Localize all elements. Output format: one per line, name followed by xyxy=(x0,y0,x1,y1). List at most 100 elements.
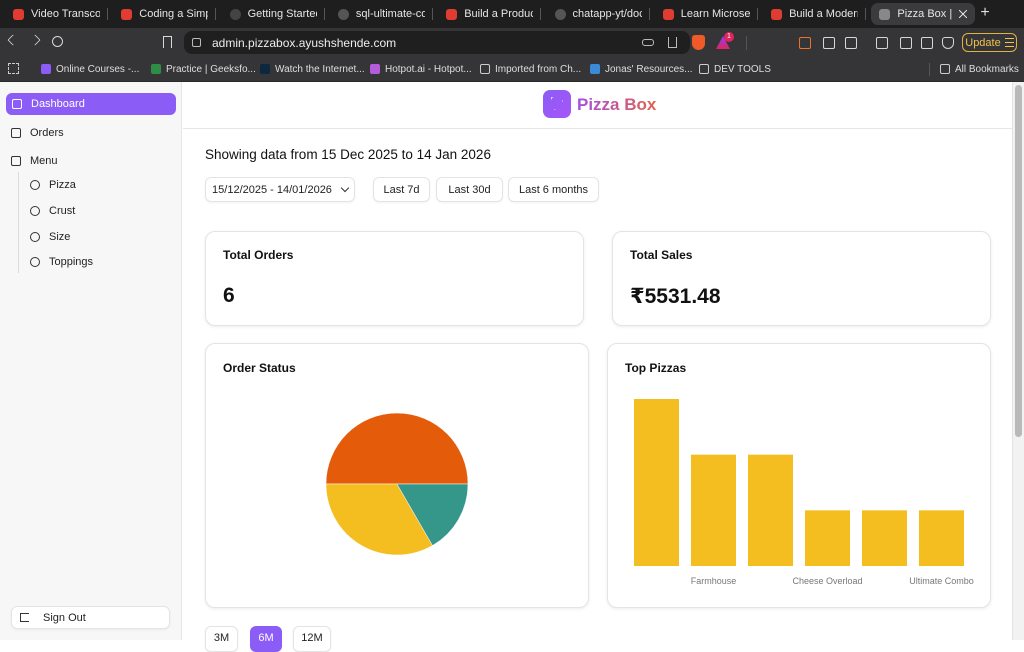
tab-divider xyxy=(540,8,542,20)
tab[interactable]: Getting Started w xyxy=(222,3,325,25)
bookmark[interactable]: DEV TOOLS xyxy=(699,60,771,78)
all-bookmarks[interactable]: All Bookmarks xyxy=(940,60,1019,78)
bookmark-label: DEV TOOLS xyxy=(714,63,771,75)
period-button[interactable]: 12M xyxy=(293,626,331,652)
folder-icon xyxy=(940,64,950,74)
update-button[interactable]: Update xyxy=(962,33,1017,52)
update-label: Update xyxy=(965,36,1001,49)
bookmark[interactable]: Jonas' Resources... xyxy=(590,60,693,78)
tab-icon xyxy=(13,8,24,20)
bookmark[interactable]: Hotpot.ai - Hotpot... xyxy=(370,60,472,78)
bookmark-icon xyxy=(370,64,380,74)
chart xyxy=(325,412,469,556)
sign-out-label: Sign Out xyxy=(43,611,86,624)
submenu-label: Crust xyxy=(49,205,76,217)
pie-slice xyxy=(325,412,469,485)
tab-title: Learn Microservic xyxy=(680,8,750,20)
tab-icon xyxy=(771,8,783,20)
tab[interactable]: Learn Microservic xyxy=(655,3,758,25)
tab-close[interactable] xyxy=(959,10,968,18)
tab-divider xyxy=(215,8,217,20)
tab[interactable]: chatapp-yt/docke xyxy=(547,3,650,25)
leo-ai[interactable] xyxy=(921,37,933,49)
bookmark[interactable]: Imported from Ch... xyxy=(480,60,581,78)
scrollbar-thumb[interactable] xyxy=(1015,85,1022,437)
tab-icon xyxy=(879,8,891,20)
preset-button[interactable]: Last 6 months xyxy=(508,177,599,202)
submenu-item[interactable]: Size xyxy=(30,228,70,246)
submenu-icon xyxy=(30,206,40,216)
address-bar[interactable]: admin.pizzabox.ayushshende.com xyxy=(184,31,690,54)
x-tick-label: Cheese Overload xyxy=(792,576,862,586)
bookmark[interactable]: Online Courses -... xyxy=(41,60,139,78)
submenu-label: Size xyxy=(49,231,71,243)
bookmark-icon xyxy=(260,64,270,74)
extension-b[interactable] xyxy=(845,37,857,49)
nav-item-active[interactable]: Dashboard xyxy=(6,93,176,115)
preset-button[interactable]: Last 7d xyxy=(373,177,430,202)
submenu-icon xyxy=(30,257,40,267)
bar xyxy=(634,399,679,566)
tab-title: Video Transcoding xyxy=(31,8,100,20)
tab[interactable]: Coding a Simple V xyxy=(113,3,217,25)
period-button-active[interactable]: 6M xyxy=(250,626,282,652)
bookmark-label: Online Courses -... xyxy=(56,63,140,75)
new-tab-button[interactable]: + xyxy=(980,4,990,21)
tab-icon xyxy=(446,8,458,20)
submenu-item[interactable]: Pizza xyxy=(30,176,76,194)
tab-icon xyxy=(229,8,241,20)
sign-out-button[interactable]: Sign Out xyxy=(11,606,170,629)
tab[interactable]: Build a Modern Fu xyxy=(763,3,867,25)
sidebar-toggle[interactable] xyxy=(876,37,888,49)
submenu-item[interactable]: Toppings xyxy=(30,253,93,271)
reload-button[interactable] xyxy=(52,36,63,47)
apps-icon[interactable] xyxy=(8,63,19,74)
site-info-icon xyxy=(192,38,201,47)
key-icon xyxy=(642,39,654,46)
header-border xyxy=(183,128,1012,129)
tab-icon xyxy=(554,8,566,20)
tab[interactable]: sql-ultimate-cour xyxy=(330,3,433,25)
date-picker[interactable]: 15/12/2025 - 14/01/2026 xyxy=(205,177,355,202)
tab-icon xyxy=(337,8,349,20)
all-bookmarks-label: All Bookmarks xyxy=(955,63,1019,75)
preset-button[interactable]: Last 30d xyxy=(436,177,503,202)
bookmark[interactable]: Practice | Geeksfo... xyxy=(151,60,256,78)
bookmark-label: Hotpot.ai - Hotpot... xyxy=(385,63,472,75)
bookmark-label: Watch the Internet... xyxy=(275,63,365,75)
nav-icon xyxy=(11,156,21,166)
bar xyxy=(805,510,850,566)
nav-item[interactable]: Orders xyxy=(10,122,64,144)
tab-divider xyxy=(756,8,758,20)
submenu-label: Toppings xyxy=(49,256,94,268)
date-range: 15/12/2025 - 14/01/2026 xyxy=(212,183,332,196)
bar xyxy=(862,510,907,566)
tab[interactable]: Video Transcoding xyxy=(5,3,108,25)
stat-card: Total Sales ₹5531.48 xyxy=(612,231,991,326)
brave-shield[interactable] xyxy=(692,35,705,50)
tab-title: Coding a Simple V xyxy=(139,8,208,20)
submenu-item[interactable]: Crust xyxy=(30,202,75,220)
extensions[interactable] xyxy=(823,37,835,49)
active-tab[interactable]: Pizza Box | Ad xyxy=(871,3,976,25)
submenu-line xyxy=(18,172,19,273)
bookmark-page-button[interactable] xyxy=(163,36,172,48)
nav-item[interactable]: Menu xyxy=(10,150,58,172)
stat-title: Total Sales xyxy=(630,248,693,262)
tab-title: Pizza Box | Ad xyxy=(897,8,953,20)
period-button[interactable]: 3M xyxy=(205,626,238,652)
vpn[interactable] xyxy=(942,37,954,49)
brand-logo xyxy=(543,90,571,118)
extension-a[interactable] xyxy=(799,37,811,49)
wallet[interactable] xyxy=(900,37,912,49)
date-summary: Showing data from 15 Dec 2025 to 14 Jan … xyxy=(205,147,491,162)
tab-title: Build a Modern Fu xyxy=(789,8,858,20)
tab[interactable]: Build a Production xyxy=(438,3,542,25)
bookmark-label: Imported from Ch... xyxy=(495,63,582,75)
chevron-icon xyxy=(340,183,350,193)
menu-icon xyxy=(1004,38,1014,47)
chart-title: Order Status xyxy=(223,361,296,375)
chart-title: Top Pizzas xyxy=(625,361,687,375)
bookmark[interactable]: Watch the Internet... xyxy=(260,60,365,78)
